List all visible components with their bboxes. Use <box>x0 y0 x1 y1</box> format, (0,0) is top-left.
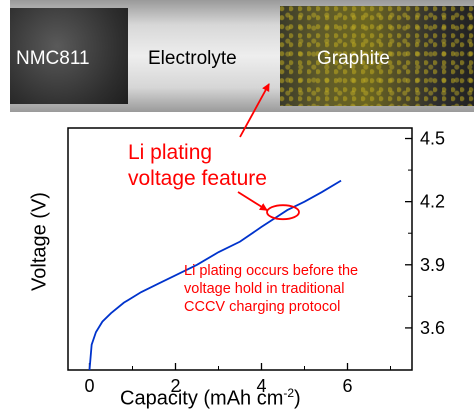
y-axis-label: Voltage (V) <box>28 192 51 291</box>
note-line-2: voltage hold in traditional <box>184 281 345 297</box>
annotation-line-1: Li plating <box>128 141 213 164</box>
x-tick-label: 4 <box>256 376 266 396</box>
note-line-3: CCCV charging protocol <box>184 299 341 315</box>
y-tick-label: 3.6 <box>420 318 445 338</box>
graphite-label: Graphite <box>317 48 390 69</box>
microscope-image: NMC811 Electrolyte Graphite <box>10 0 474 112</box>
x-tick-label: 6 <box>342 376 352 396</box>
li-plating-annotation: Li plating voltage feature <box>128 140 267 192</box>
electrolyte-arrow <box>239 83 270 138</box>
plating-feature-ellipse <box>266 204 300 221</box>
x-tick-label: 0 <box>84 376 94 396</box>
voltage-curve <box>88 179 342 371</box>
x-axis-label: Capacity (mAh cm-2) <box>120 386 301 410</box>
feature-arrow <box>237 191 268 211</box>
cathode-region <box>10 8 128 104</box>
note-line-1: Li plating occurs before the <box>184 263 359 279</box>
plot-frame <box>67 127 413 371</box>
x-tick-label: 2 <box>170 376 180 396</box>
plating-note: Li plating occurs before the voltage hol… <box>184 262 358 316</box>
y-tick-label: 4.2 <box>420 192 445 212</box>
y-tick-label: 4.5 <box>420 129 445 149</box>
y-tick-label: 3.9 <box>420 255 445 275</box>
annotation-line-2: voltage feature <box>128 167 267 190</box>
cathode-label: NMC811 <box>16 48 90 69</box>
electrolyte-label: Electrolyte <box>148 48 237 69</box>
graphite-region <box>280 6 474 106</box>
